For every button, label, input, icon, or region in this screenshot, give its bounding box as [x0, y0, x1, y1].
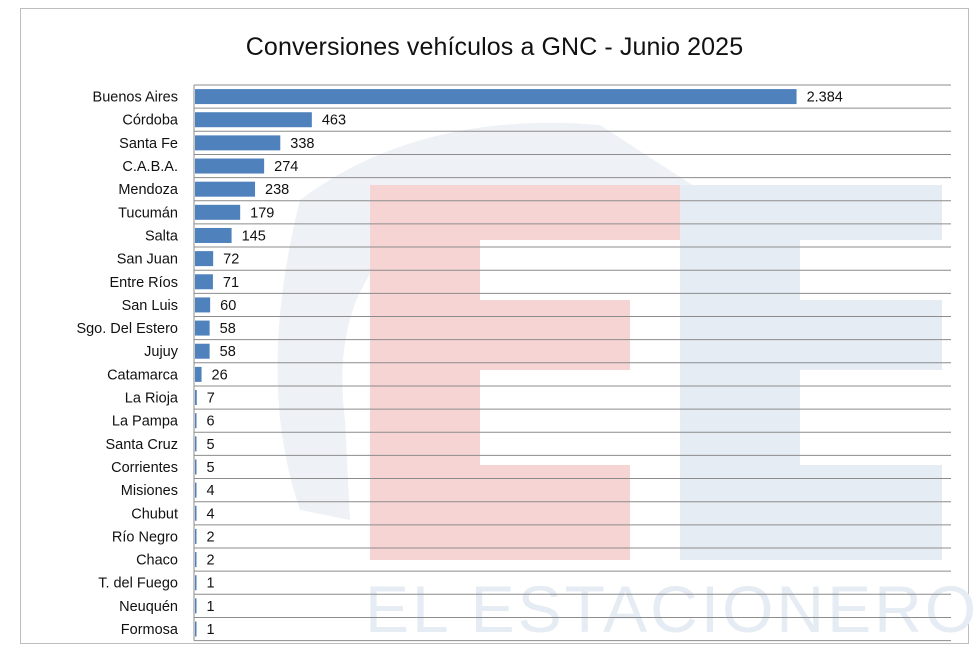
- category-label: San Juan: [117, 252, 178, 268]
- bar: [195, 366, 202, 382]
- value-label: 5: [207, 437, 215, 453]
- value-label: 6: [207, 414, 215, 430]
- category-label: Chaco: [136, 553, 178, 569]
- value-label: 4: [207, 483, 215, 499]
- value-label: 1: [207, 576, 215, 592]
- category-label: Sgo. Del Estero: [76, 321, 178, 337]
- category-label: La Pampa: [112, 414, 179, 430]
- bar: [195, 320, 210, 336]
- bar: [195, 575, 197, 591]
- value-label: 4: [207, 506, 215, 522]
- category-label: T. del Fuego: [98, 576, 178, 592]
- bar: [195, 251, 214, 267]
- category-labels: Buenos Aires Córdoba Santa Fe C.A.B.A. Mendo…: [76, 90, 178, 638]
- category-label: Río Negro: [112, 529, 178, 545]
- bar: [195, 390, 197, 406]
- bar: [195, 89, 797, 105]
- bar: [195, 158, 265, 174]
- value-label: 1: [207, 622, 215, 638]
- bar: [195, 112, 312, 128]
- value-label: 238: [265, 182, 289, 198]
- row-gridlines: [194, 84, 951, 642]
- bar: [195, 436, 197, 452]
- bar: [195, 505, 197, 521]
- bar: [195, 621, 197, 637]
- category-label: Tucumán: [118, 205, 178, 221]
- value-label: 7: [207, 391, 215, 407]
- value-label: 179: [250, 205, 274, 221]
- value-label: 5: [207, 460, 215, 476]
- bar: [195, 459, 197, 475]
- watermark-letter-e-left: [370, 185, 712, 560]
- bar: [195, 181, 256, 197]
- value-label: 463: [322, 113, 346, 129]
- bar: [195, 274, 213, 290]
- bar: [195, 482, 197, 498]
- watermark-logo: EL ESTACIONERO: [277, 122, 977, 646]
- category-label: Mendoza: [118, 182, 179, 198]
- chart-title: Conversiones vehículos a GNC - Junio 202…: [245, 33, 744, 61]
- bar: [195, 528, 197, 544]
- bars-group: [195, 89, 797, 637]
- value-label: 2: [207, 553, 215, 569]
- category-label: Formosa: [121, 622, 179, 638]
- value-label: 2.384: [807, 90, 843, 106]
- watermark-text: EL ESTACIONERO: [365, 572, 977, 646]
- category-label: Córdoba: [122, 113, 179, 129]
- bar: [195, 204, 241, 220]
- value-label: 71: [223, 275, 239, 291]
- value-label: 58: [220, 344, 236, 360]
- category-label: C.A.B.A.: [122, 159, 178, 175]
- bar: [195, 135, 281, 151]
- bar: [195, 297, 211, 313]
- bar: [195, 413, 197, 429]
- category-label: Jujuy: [144, 344, 179, 360]
- category-label: Entre Ríos: [110, 275, 179, 291]
- category-label: Salta: [145, 228, 179, 244]
- category-label: Catamarca: [107, 367, 179, 383]
- category-label: San Luis: [122, 298, 178, 314]
- value-label: 338: [290, 136, 314, 152]
- category-label: Santa Cruz: [105, 437, 178, 453]
- value-label: 274: [274, 159, 298, 175]
- bar: [195, 227, 232, 243]
- bar: [195, 552, 197, 568]
- category-label: Corrientes: [111, 460, 178, 476]
- category-label: Neuquén: [119, 599, 178, 615]
- category-label: La Rioja: [125, 391, 179, 407]
- bar: [195, 598, 197, 614]
- value-label: 145: [242, 228, 266, 244]
- value-label: 2: [207, 529, 215, 545]
- category-label: Chubut: [131, 506, 178, 522]
- value-label: 58: [220, 321, 236, 337]
- category-label: Santa Fe: [119, 136, 178, 152]
- category-label: Buenos Aires: [93, 90, 178, 106]
- value-label: 1: [207, 599, 215, 615]
- value-label: 26: [212, 367, 228, 383]
- watermark-letter-e-right: [680, 185, 942, 560]
- value-label: 60: [220, 298, 236, 314]
- value-label: 72: [223, 252, 239, 268]
- bar: [195, 343, 210, 359]
- category-label: Misiones: [121, 483, 178, 499]
